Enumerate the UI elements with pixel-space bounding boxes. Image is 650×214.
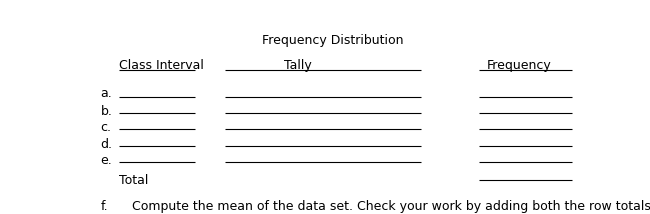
- Text: Compute the mean of the data set. Check your work by adding both the row totals : Compute the mean of the data set. Check …: [131, 200, 650, 213]
- Text: Tally: Tally: [284, 59, 312, 72]
- Text: c.: c.: [100, 121, 111, 134]
- Text: Frequency Distribution: Frequency Distribution: [263, 34, 404, 47]
- Text: e.: e.: [100, 154, 112, 167]
- Text: a.: a.: [100, 87, 112, 100]
- Text: Frequency: Frequency: [487, 59, 552, 72]
- Text: f.: f.: [100, 200, 108, 213]
- Text: d.: d.: [100, 138, 112, 151]
- Text: b.: b.: [100, 105, 112, 118]
- Text: Total: Total: [119, 174, 148, 187]
- Text: Class Interval: Class Interval: [119, 59, 204, 72]
